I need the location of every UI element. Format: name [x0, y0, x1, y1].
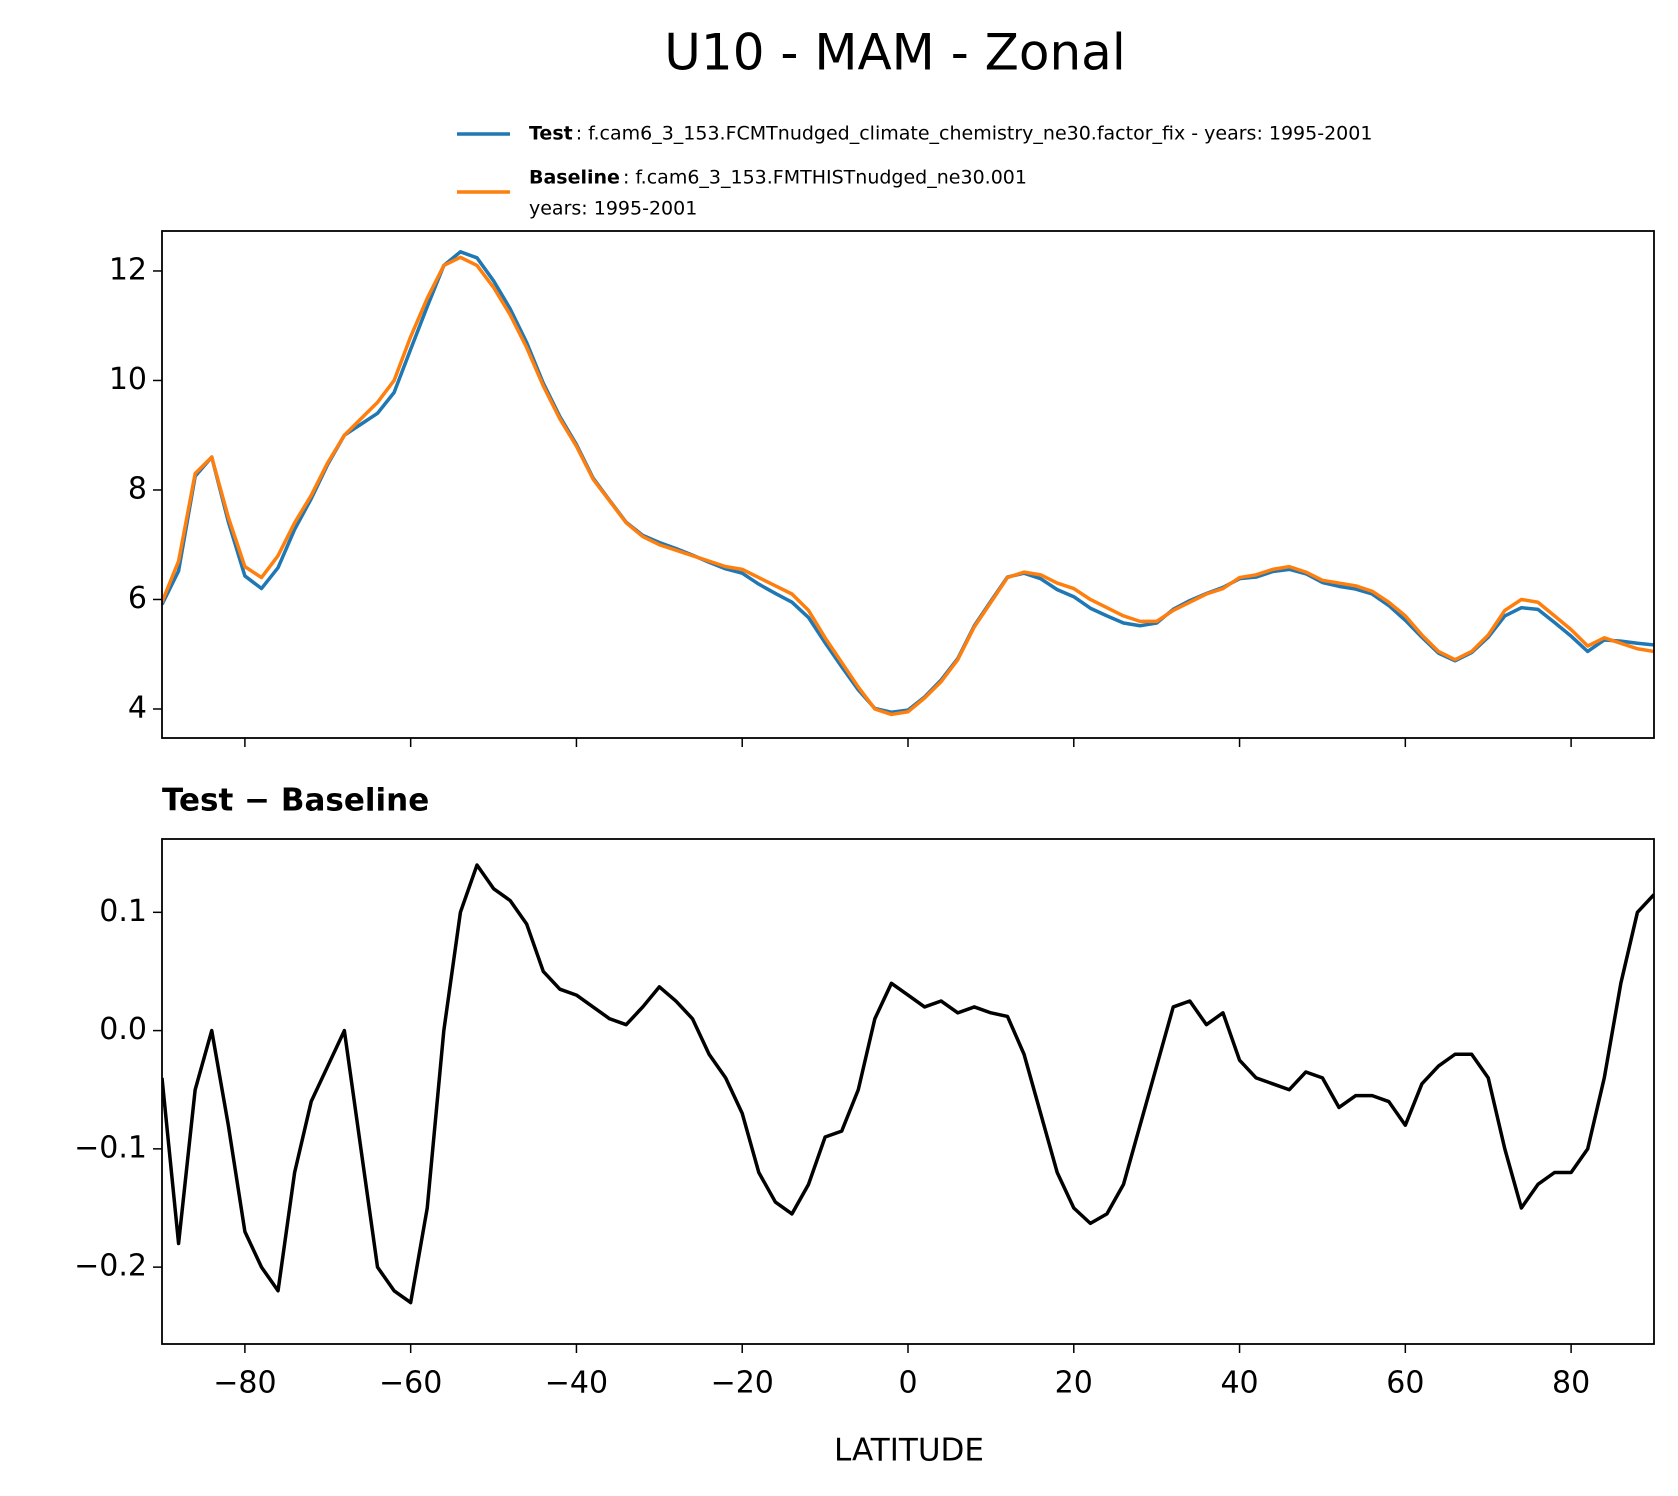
axes-frame: [161, 230, 1655, 739]
x-tick-label: −60: [379, 1366, 442, 1401]
series-line: [162, 863, 1654, 1305]
y-tick-label: 0.1: [99, 894, 147, 929]
x-tick-label: −80: [213, 1366, 276, 1401]
y-tick-label: 6: [128, 581, 147, 616]
y-tick-label: 8: [128, 471, 147, 506]
subplot-title: Test − Baseline: [162, 783, 429, 819]
legend-text: : f.cam6_3_153.FCMTnudged_climate_chemis…: [576, 123, 1373, 145]
y-tick-label: 12: [109, 252, 147, 287]
x-tick-label: 0: [898, 1366, 917, 1401]
x-tick-label: 40: [1220, 1366, 1258, 1401]
y-tick-label: 0.0: [99, 1012, 147, 1047]
legend-text: : f.cam6_3_153.FMTHISTnudged_ne30.001: [623, 167, 1027, 189]
legend-name: Baseline: [529, 167, 620, 189]
x-tick-label: −40: [545, 1366, 608, 1401]
y-tick-label: −0.1: [74, 1130, 147, 1165]
x-tick-label: 60: [1386, 1366, 1424, 1401]
axes-frame: [161, 838, 1655, 1345]
y-tick-label: −0.2: [74, 1249, 147, 1284]
legend-text: years: 1995-2001: [529, 198, 697, 220]
x-tick-label: 20: [1055, 1366, 1093, 1401]
x-tick-label: −20: [711, 1366, 774, 1401]
y-tick-label: 4: [128, 690, 147, 725]
series-line: [162, 255, 1654, 717]
figure-title: U10 - MAM - Zonal: [664, 24, 1125, 82]
x-axis-label: LATITUDE: [834, 1433, 984, 1469]
x-tick-label: 80: [1552, 1366, 1590, 1401]
legend-name: Test: [529, 123, 573, 145]
y-tick-label: 10: [109, 362, 147, 397]
